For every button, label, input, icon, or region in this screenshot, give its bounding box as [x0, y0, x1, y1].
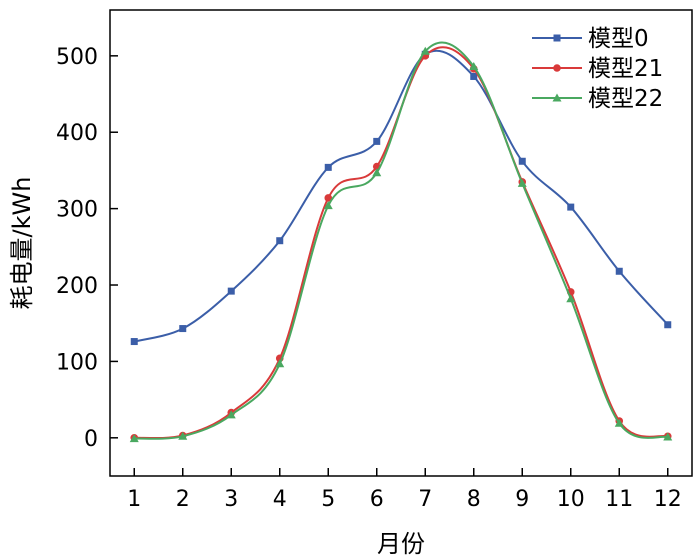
x-tick-label: 2 — [176, 487, 190, 512]
data-point — [275, 359, 285, 368]
data-point — [227, 287, 235, 295]
data-point — [372, 168, 382, 177]
data-point — [567, 203, 575, 211]
data-point — [566, 294, 576, 303]
legend-label: 模型21 — [588, 56, 663, 82]
data-point — [178, 431, 188, 440]
data-point — [615, 267, 623, 275]
legend-marker — [553, 34, 561, 42]
x-tick-label: 4 — [273, 487, 287, 512]
x-tick-label: 1 — [127, 487, 141, 512]
y-tick-label: 300 — [56, 198, 98, 223]
plot-frame — [109, 9, 693, 477]
series-2 — [129, 41, 673, 443]
legend-item: 模型21 — [532, 56, 663, 82]
x-tick-label: 9 — [515, 487, 529, 512]
x-tick-label: 7 — [418, 487, 432, 512]
data-point — [470, 72, 478, 80]
data-point — [323, 201, 333, 210]
x-tick-label: 10 — [557, 487, 585, 512]
x-tick-label: 3 — [224, 487, 238, 512]
y-tick-label: 400 — [56, 121, 98, 146]
legend-item: 模型0 — [532, 26, 649, 52]
legend-marker — [553, 64, 561, 72]
data-point — [324, 163, 332, 171]
data-point — [517, 178, 527, 187]
data-point — [324, 194, 333, 202]
x-tick-label: 5 — [321, 487, 335, 512]
plot-border — [109, 9, 693, 477]
data-point — [518, 157, 526, 165]
data-point — [130, 338, 138, 346]
data-point — [469, 62, 479, 71]
legend-label: 模型22 — [588, 86, 663, 112]
x-tick-label: 8 — [467, 487, 481, 512]
series-line — [134, 41, 669, 440]
data-point — [420, 46, 430, 55]
legend-marker — [552, 93, 562, 102]
legend: 模型0 模型21 模型22 — [532, 26, 663, 112]
data-point — [226, 410, 236, 419]
y-tick-label: 500 — [56, 45, 98, 70]
data-point — [664, 321, 672, 329]
data-point — [179, 325, 187, 333]
data-point — [373, 137, 381, 145]
data-point — [129, 434, 139, 443]
x-axis-ticks: 1 2 3 4 5 6 7 8 9 10 11 12 — [127, 468, 682, 512]
y-tick-label: 0 — [84, 427, 98, 452]
data-point — [614, 418, 624, 427]
series-0 — [130, 49, 672, 346]
legend-item: 模型22 — [532, 86, 663, 112]
x-tick-label: 12 — [654, 487, 682, 512]
x-tick-label: 11 — [605, 487, 633, 512]
y-tick-label: 100 — [56, 350, 98, 375]
data-point — [663, 432, 673, 441]
legend-label: 模型0 — [588, 26, 649, 52]
y-axis-ticks: 0 100 200 300 400 500 — [56, 45, 118, 452]
y-tick-label: 200 — [56, 274, 98, 299]
data-point — [276, 237, 284, 245]
x-tick-label: 6 — [370, 487, 384, 512]
y-axis-title: 耗电量/kWh — [8, 177, 36, 310]
x-axis-title: 月份 — [377, 530, 425, 558]
series-layer — [129, 41, 673, 443]
